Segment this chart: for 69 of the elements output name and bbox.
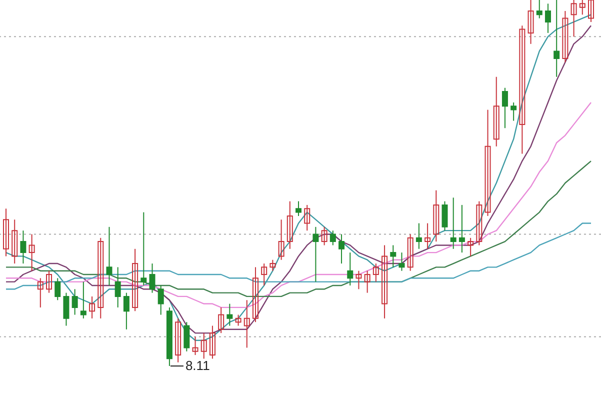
candlestick [536, 0, 542, 19]
candlestick [28, 234, 35, 272]
candlestick [114, 266, 121, 308]
candlestick [433, 190, 440, 242]
candlestick [123, 292, 130, 330]
candlestick [579, 0, 586, 16]
candlestick [562, 10, 568, 63]
candlestick [364, 270, 370, 294]
candlestick [46, 270, 52, 294]
candlestick [554, 0, 560, 78]
annotation: 8.11 [185, 358, 210, 373]
candlestick [416, 222, 422, 250]
candlestick [450, 197, 456, 250]
candlestick [244, 300, 250, 348]
candlestick [476, 200, 482, 246]
candlestick [209, 325, 216, 360]
candlestick [304, 204, 310, 232]
candlestick [63, 292, 70, 326]
candlestick [502, 87, 508, 129]
candlestick [544, 3, 551, 34]
candlestick [330, 230, 336, 246]
candlestick [510, 102, 517, 122]
candlestick [484, 109, 491, 216]
candlestick [398, 252, 405, 272]
candlestick [37, 278, 44, 308]
candlestick [270, 259, 276, 272]
candlestick [54, 278, 61, 301]
candlestick [588, 0, 594, 22]
candlestick [442, 200, 448, 232]
candlestick [200, 332, 207, 360]
candlestick [468, 237, 474, 257]
candlestick [347, 252, 354, 286]
candlestick [321, 226, 328, 246]
candlestick [261, 263, 268, 286]
candlestick [3, 208, 9, 257]
candlestick [226, 303, 233, 326]
candlestick [519, 25, 526, 154]
candlestick [149, 263, 156, 294]
candlestick [278, 219, 284, 260]
candlestick [252, 266, 258, 323]
candlestick [286, 200, 293, 250]
candlestick [192, 336, 198, 356]
candlestick [89, 296, 96, 319]
candlestick [175, 318, 182, 363]
candlestick [372, 263, 379, 282]
candlestick [390, 244, 396, 268]
candlestick [235, 314, 242, 326]
candlestick [356, 270, 362, 290]
candlestick [312, 226, 319, 282]
candlestick [296, 200, 302, 216]
candlestick [20, 230, 26, 264]
candlestick [338, 234, 345, 264]
candlestick [158, 284, 164, 316]
candlestick [72, 288, 78, 316]
candlestick [382, 244, 388, 319]
candlestick [106, 226, 112, 286]
candlestick [528, 0, 534, 44]
candlestick [184, 322, 190, 352]
candlestick [140, 212, 147, 286]
candlestick [458, 204, 465, 254]
candlestick [407, 234, 414, 272]
candlestick [493, 76, 500, 147]
candlestick [424, 222, 431, 250]
candlestick [218, 306, 224, 334]
candlestick [98, 237, 104, 319]
candlestick [80, 281, 86, 319]
candlestick [570, 0, 577, 38]
candlestick [132, 248, 138, 312]
candlestick [12, 219, 18, 264]
